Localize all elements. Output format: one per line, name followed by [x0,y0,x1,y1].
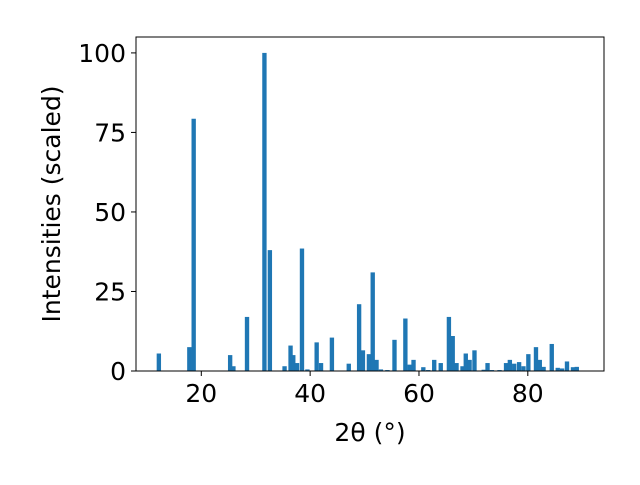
bar [392,339,397,371]
bar [454,363,459,371]
bar [291,355,296,371]
bar [187,347,192,371]
bar [366,354,372,371]
bar [421,367,426,371]
bar [438,363,443,371]
y-tick-label: 75 [94,118,126,147]
bar [507,359,513,371]
bar [267,250,273,371]
bar [446,316,452,371]
bar [460,366,465,371]
plot-frame [135,36,605,372]
bar [570,367,576,371]
bar [432,359,437,371]
x-tick-label: 80 [512,379,544,408]
bar [288,345,293,371]
bar [549,343,554,371]
bar [472,350,477,371]
bar [541,366,546,371]
bar [512,363,517,371]
bar [156,353,162,371]
bar [262,52,267,372]
bar [191,118,196,371]
x-tick-label: 60 [403,379,435,408]
bar [329,337,335,371]
bar [503,363,509,371]
bar [485,363,490,371]
bar [403,318,408,371]
bar [231,366,236,371]
bar [299,248,305,371]
y-tick-label: 50 [94,198,126,227]
y-axis-label: Intensities (scaled) [37,85,66,322]
bar [360,350,366,371]
bar [244,316,250,371]
y-tick-label: 0 [110,357,126,386]
bar [559,368,565,371]
bar [346,363,351,371]
bar [282,366,287,371]
bar [314,342,319,371]
bar [481,369,486,371]
bar [407,364,412,371]
bar [463,353,468,371]
bar [555,367,560,371]
bar [564,361,570,371]
bar [370,272,375,371]
bar [537,359,542,371]
y-tick-label: 25 [94,277,126,306]
bar [318,363,324,371]
bar [411,359,416,371]
bar [294,363,300,371]
bar [450,336,455,371]
bar [378,369,384,371]
bar [305,369,310,371]
bar [521,366,526,371]
bar [467,359,472,371]
bar [516,362,522,371]
ticks-group: 20 40 60 80 0 25 50 75 100 [78,39,543,408]
bar [533,347,539,371]
bar [526,354,531,371]
x-tick-label: 40 [294,379,326,408]
bar [356,304,362,371]
bar [374,359,379,371]
y-tick-label: 100 [78,39,126,68]
bars-group [156,52,579,372]
x-tick-label: 20 [185,379,217,408]
bar [574,366,579,371]
bar [227,355,233,371]
x-axis-label: 2θ (°) [334,418,405,447]
